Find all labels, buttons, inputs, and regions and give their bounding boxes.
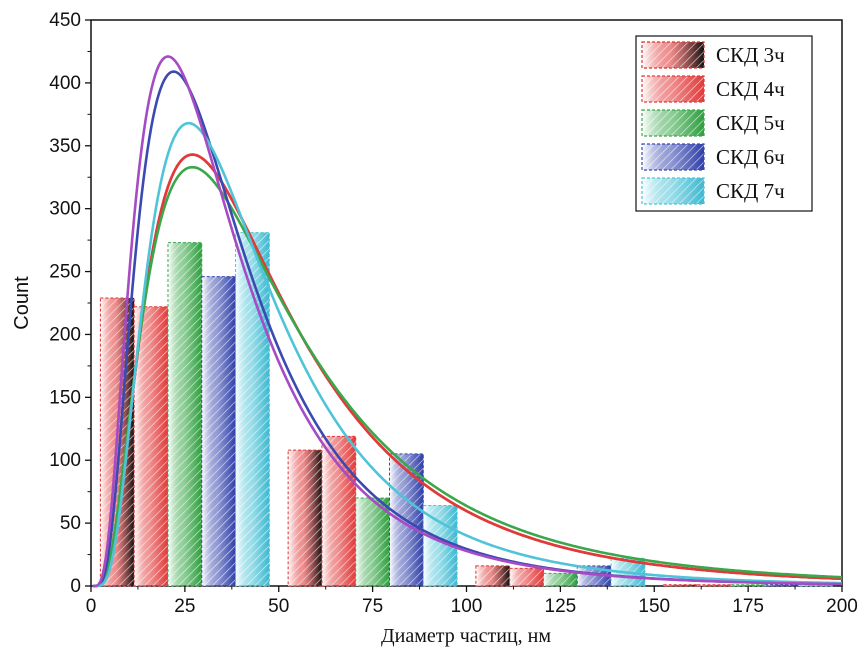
legend-label-5: СКД 7ч: [716, 179, 785, 203]
x-tick-label: 150: [638, 596, 670, 617]
bar-hatch-3-bin-1: [167, 242, 203, 587]
legend-label-2: СКД 4ч: [716, 77, 785, 101]
bar-hatch-1-bin-2: [287, 449, 323, 587]
legend: СКД 3ч СКД 4ч СКД 5ч СКД 6ч СКД 7ч: [635, 35, 813, 212]
y-axis-title: Count: [11, 276, 33, 330]
legend-swatch-hatch-4: [641, 143, 705, 171]
fit-curve-5: [92, 121, 843, 588]
legend-label-4: СКД 6ч: [716, 145, 785, 169]
bars-layer: [99, 232, 834, 587]
bar-hatch-5-bin-1: [235, 232, 270, 587]
bar-hatch-3-bin-4: [730, 584, 766, 587]
bar-hatch-3-bin-2: [355, 497, 391, 587]
x-tick-label: 100: [451, 596, 483, 617]
bar-hatch-1-bin-4: [663, 584, 698, 587]
curves-layer: [92, 55, 843, 588]
y-tick-label: 50: [60, 513, 81, 534]
x-tick-label: 0: [86, 596, 97, 617]
y-tick-label: 250: [49, 262, 81, 283]
x-tick-label: 75: [362, 596, 383, 617]
legend-swatch-hatch-5: [641, 177, 705, 205]
y-tick-label: 450: [49, 10, 81, 31]
y-tick-label: 300: [49, 199, 81, 220]
legend-swatch-hatch-3: [641, 109, 705, 137]
y-tick-label: 350: [49, 136, 81, 157]
y-tick-label: 400: [49, 73, 81, 94]
legend-label-1: СКД 3ч: [716, 43, 785, 67]
x-tick-label: 175: [732, 596, 764, 617]
y-tick-label: 0: [70, 576, 81, 597]
fit-curve-3: [92, 165, 843, 588]
bar-hatch-2-bin-4: [696, 584, 732, 587]
y-tick-label: 100: [49, 450, 81, 471]
x-tick-label: 200: [826, 596, 858, 617]
x-tick-label: 25: [174, 596, 195, 617]
bar-hatch-4-bin-1: [201, 276, 237, 587]
bar-hatch-4-bin-4: [764, 584, 800, 587]
x-tick-label: 125: [545, 596, 577, 617]
bar-hatch-3-bin-3: [542, 572, 578, 587]
x-axis-title: Диаметр частиц, нм: [381, 625, 551, 647]
fit-curve-2: [92, 153, 843, 588]
fit-curve-6: [92, 55, 843, 588]
bar-hatch-2-bin-1: [133, 306, 169, 587]
legend-label-3: СКД 5ч: [716, 111, 785, 135]
bar-hatch-2-bin-3: [509, 567, 544, 587]
y-tick-label: 200: [49, 324, 81, 345]
x-tick-label: 50: [268, 596, 289, 617]
y-tick-label: 150: [49, 387, 81, 408]
bar-hatch-2-bin-2: [321, 435, 357, 587]
bar-hatch-1-bin-3: [475, 565, 511, 587]
y-axis: 0 50 100 150 200 250 300 350 400 450: [49, 10, 91, 597]
legend-swatch-hatch-2: [641, 75, 705, 103]
legend-swatch-hatch-1: [641, 41, 705, 69]
x-axis: 0 25 50 75 100 125 150 175 200: [86, 586, 858, 617]
